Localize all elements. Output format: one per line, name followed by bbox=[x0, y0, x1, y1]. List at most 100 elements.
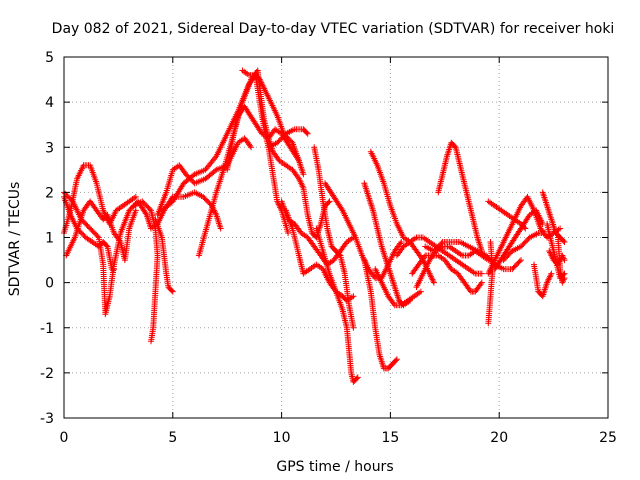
data-point bbox=[232, 132, 235, 135]
data-point bbox=[378, 354, 381, 356]
data-point bbox=[119, 232, 122, 234]
data-point bbox=[472, 218, 474, 221]
data-point bbox=[376, 227, 379, 230]
data-point bbox=[422, 236, 424, 239]
data-point bbox=[463, 182, 466, 185]
data-point bbox=[291, 227, 294, 230]
chart-title: Day 082 of 2021, Sidereal Day-to-day VTE… bbox=[52, 21, 615, 37]
data-point bbox=[306, 214, 309, 216]
data-point bbox=[441, 250, 444, 252]
x-axis-label: GPS time / hours bbox=[276, 459, 393, 475]
data-point bbox=[374, 268, 377, 270]
series-arc-32 bbox=[500, 230, 548, 264]
data-point bbox=[548, 250, 550, 252]
data-point bbox=[115, 209, 117, 212]
data-point bbox=[444, 259, 446, 261]
data-point bbox=[450, 268, 453, 270]
data-point bbox=[243, 137, 246, 139]
y-tick-label: 4 bbox=[45, 95, 54, 111]
data-point bbox=[248, 74, 250, 76]
data-point bbox=[387, 295, 390, 298]
data-point bbox=[374, 327, 377, 329]
data-point bbox=[172, 290, 174, 293]
data-point bbox=[178, 164, 181, 167]
data-point bbox=[193, 173, 196, 176]
y-tick-label: -2 bbox=[40, 366, 54, 382]
data-point bbox=[535, 209, 537, 212]
data-point bbox=[326, 227, 329, 230]
data-point bbox=[289, 146, 292, 149]
series-arc-30 bbox=[485, 193, 564, 277]
x-tick-label: 25 bbox=[599, 430, 617, 446]
y-tick-label: 3 bbox=[45, 140, 54, 156]
data-point bbox=[241, 101, 244, 103]
data-point bbox=[278, 160, 281, 162]
series-arc-37 bbox=[555, 234, 568, 286]
data-point bbox=[533, 263, 535, 266]
data-point bbox=[333, 259, 335, 261]
data-point bbox=[313, 146, 316, 149]
data-point bbox=[128, 209, 131, 212]
data-point bbox=[389, 272, 392, 275]
data-point bbox=[363, 182, 366, 185]
data-point bbox=[102, 218, 104, 221]
data-point bbox=[145, 214, 148, 216]
data-point bbox=[128, 227, 131, 230]
data-point bbox=[541, 191, 544, 194]
data-point bbox=[422, 272, 424, 275]
data-point bbox=[65, 254, 67, 257]
data-point bbox=[259, 78, 261, 81]
data-point bbox=[150, 209, 152, 212]
data-point bbox=[280, 200, 283, 203]
data-point bbox=[448, 245, 451, 248]
data-point bbox=[272, 151, 274, 153]
data-point bbox=[82, 164, 85, 167]
data-point bbox=[226, 169, 228, 171]
data-point bbox=[424, 245, 427, 248]
data-point bbox=[409, 241, 411, 243]
data-point bbox=[487, 322, 490, 325]
data-point bbox=[243, 105, 246, 108]
data-point bbox=[546, 281, 548, 284]
data-point bbox=[352, 327, 355, 329]
data-point bbox=[400, 241, 403, 243]
data-point bbox=[317, 169, 320, 171]
data-point bbox=[285, 209, 287, 212]
data-point bbox=[520, 245, 522, 248]
data-point bbox=[85, 236, 87, 239]
data-point bbox=[135, 209, 137, 212]
data-point bbox=[559, 227, 561, 230]
data-point bbox=[348, 349, 350, 352]
data-point bbox=[300, 232, 303, 234]
data-point bbox=[413, 295, 416, 298]
data-point bbox=[341, 308, 344, 311]
data-point bbox=[302, 173, 305, 176]
data-point bbox=[526, 196, 529, 198]
data-point bbox=[467, 245, 470, 248]
data-point bbox=[557, 236, 559, 239]
data-point bbox=[563, 272, 566, 275]
data-point bbox=[370, 290, 372, 293]
data-point bbox=[394, 286, 396, 288]
data-point bbox=[550, 241, 553, 243]
data-point bbox=[346, 241, 348, 243]
data-point bbox=[274, 128, 276, 130]
data-point bbox=[511, 268, 514, 270]
data-point bbox=[461, 254, 464, 257]
data-point bbox=[476, 236, 479, 239]
data-point bbox=[330, 245, 333, 248]
y-tick-label: 5 bbox=[45, 50, 54, 66]
data-point bbox=[550, 218, 553, 221]
data-point bbox=[106, 214, 109, 216]
data-point bbox=[474, 290, 477, 293]
data-point bbox=[520, 259, 522, 261]
data-point bbox=[267, 137, 270, 139]
data-point bbox=[320, 223, 322, 225]
data-point bbox=[524, 227, 527, 230]
y-tick-label: 2 bbox=[45, 185, 54, 201]
data-point bbox=[293, 128, 296, 130]
data-point bbox=[128, 200, 131, 203]
data-point bbox=[98, 236, 100, 239]
data-point bbox=[204, 178, 207, 180]
data-point bbox=[380, 281, 383, 284]
